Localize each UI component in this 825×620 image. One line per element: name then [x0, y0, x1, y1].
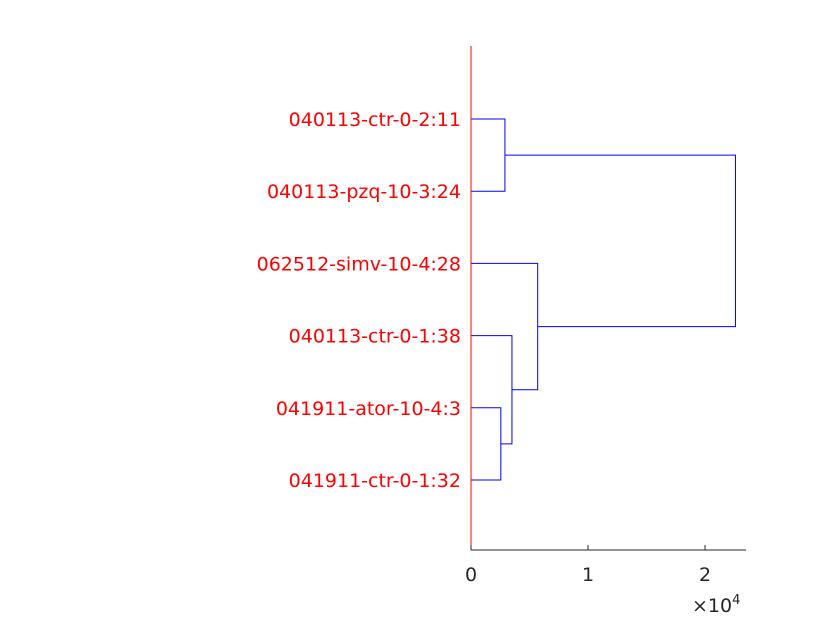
- leaf-label: 062512-simv-10-4:28: [257, 253, 461, 275]
- x-axis-multiplier: ×104: [692, 593, 740, 617]
- leaf-label: 040113-pzq-10-3:24: [267, 181, 461, 203]
- x-tick-label: 2: [699, 564, 711, 586]
- dendrogram-link: [471, 335, 513, 445]
- axes: [470, 46, 746, 551]
- dendrogram-link: [471, 262, 539, 391]
- dendrogram-link: [504, 154, 736, 328]
- x-tick-label: 0: [465, 564, 477, 586]
- dendrogram-link: [471, 407, 502, 481]
- dendrogram-link: [471, 118, 506, 192]
- leaf-labels: 040113-ctr-0-2:11 040113-pzq-10-3:24 06251…: [257, 109, 461, 492]
- leaf-label: 041911-ator-10-4:3: [276, 398, 461, 420]
- x-ticks: 0 1 2: [465, 545, 711, 586]
- leaf-label: 040113-ctr-0-2:11: [289, 109, 461, 131]
- x-tick-label: 1: [582, 564, 594, 586]
- dendrogram-links: [471, 118, 736, 481]
- leaf-label: 040113-ctr-0-1:38: [289, 326, 461, 348]
- leaf-label: 041911-ctr-0-1:32: [289, 470, 461, 492]
